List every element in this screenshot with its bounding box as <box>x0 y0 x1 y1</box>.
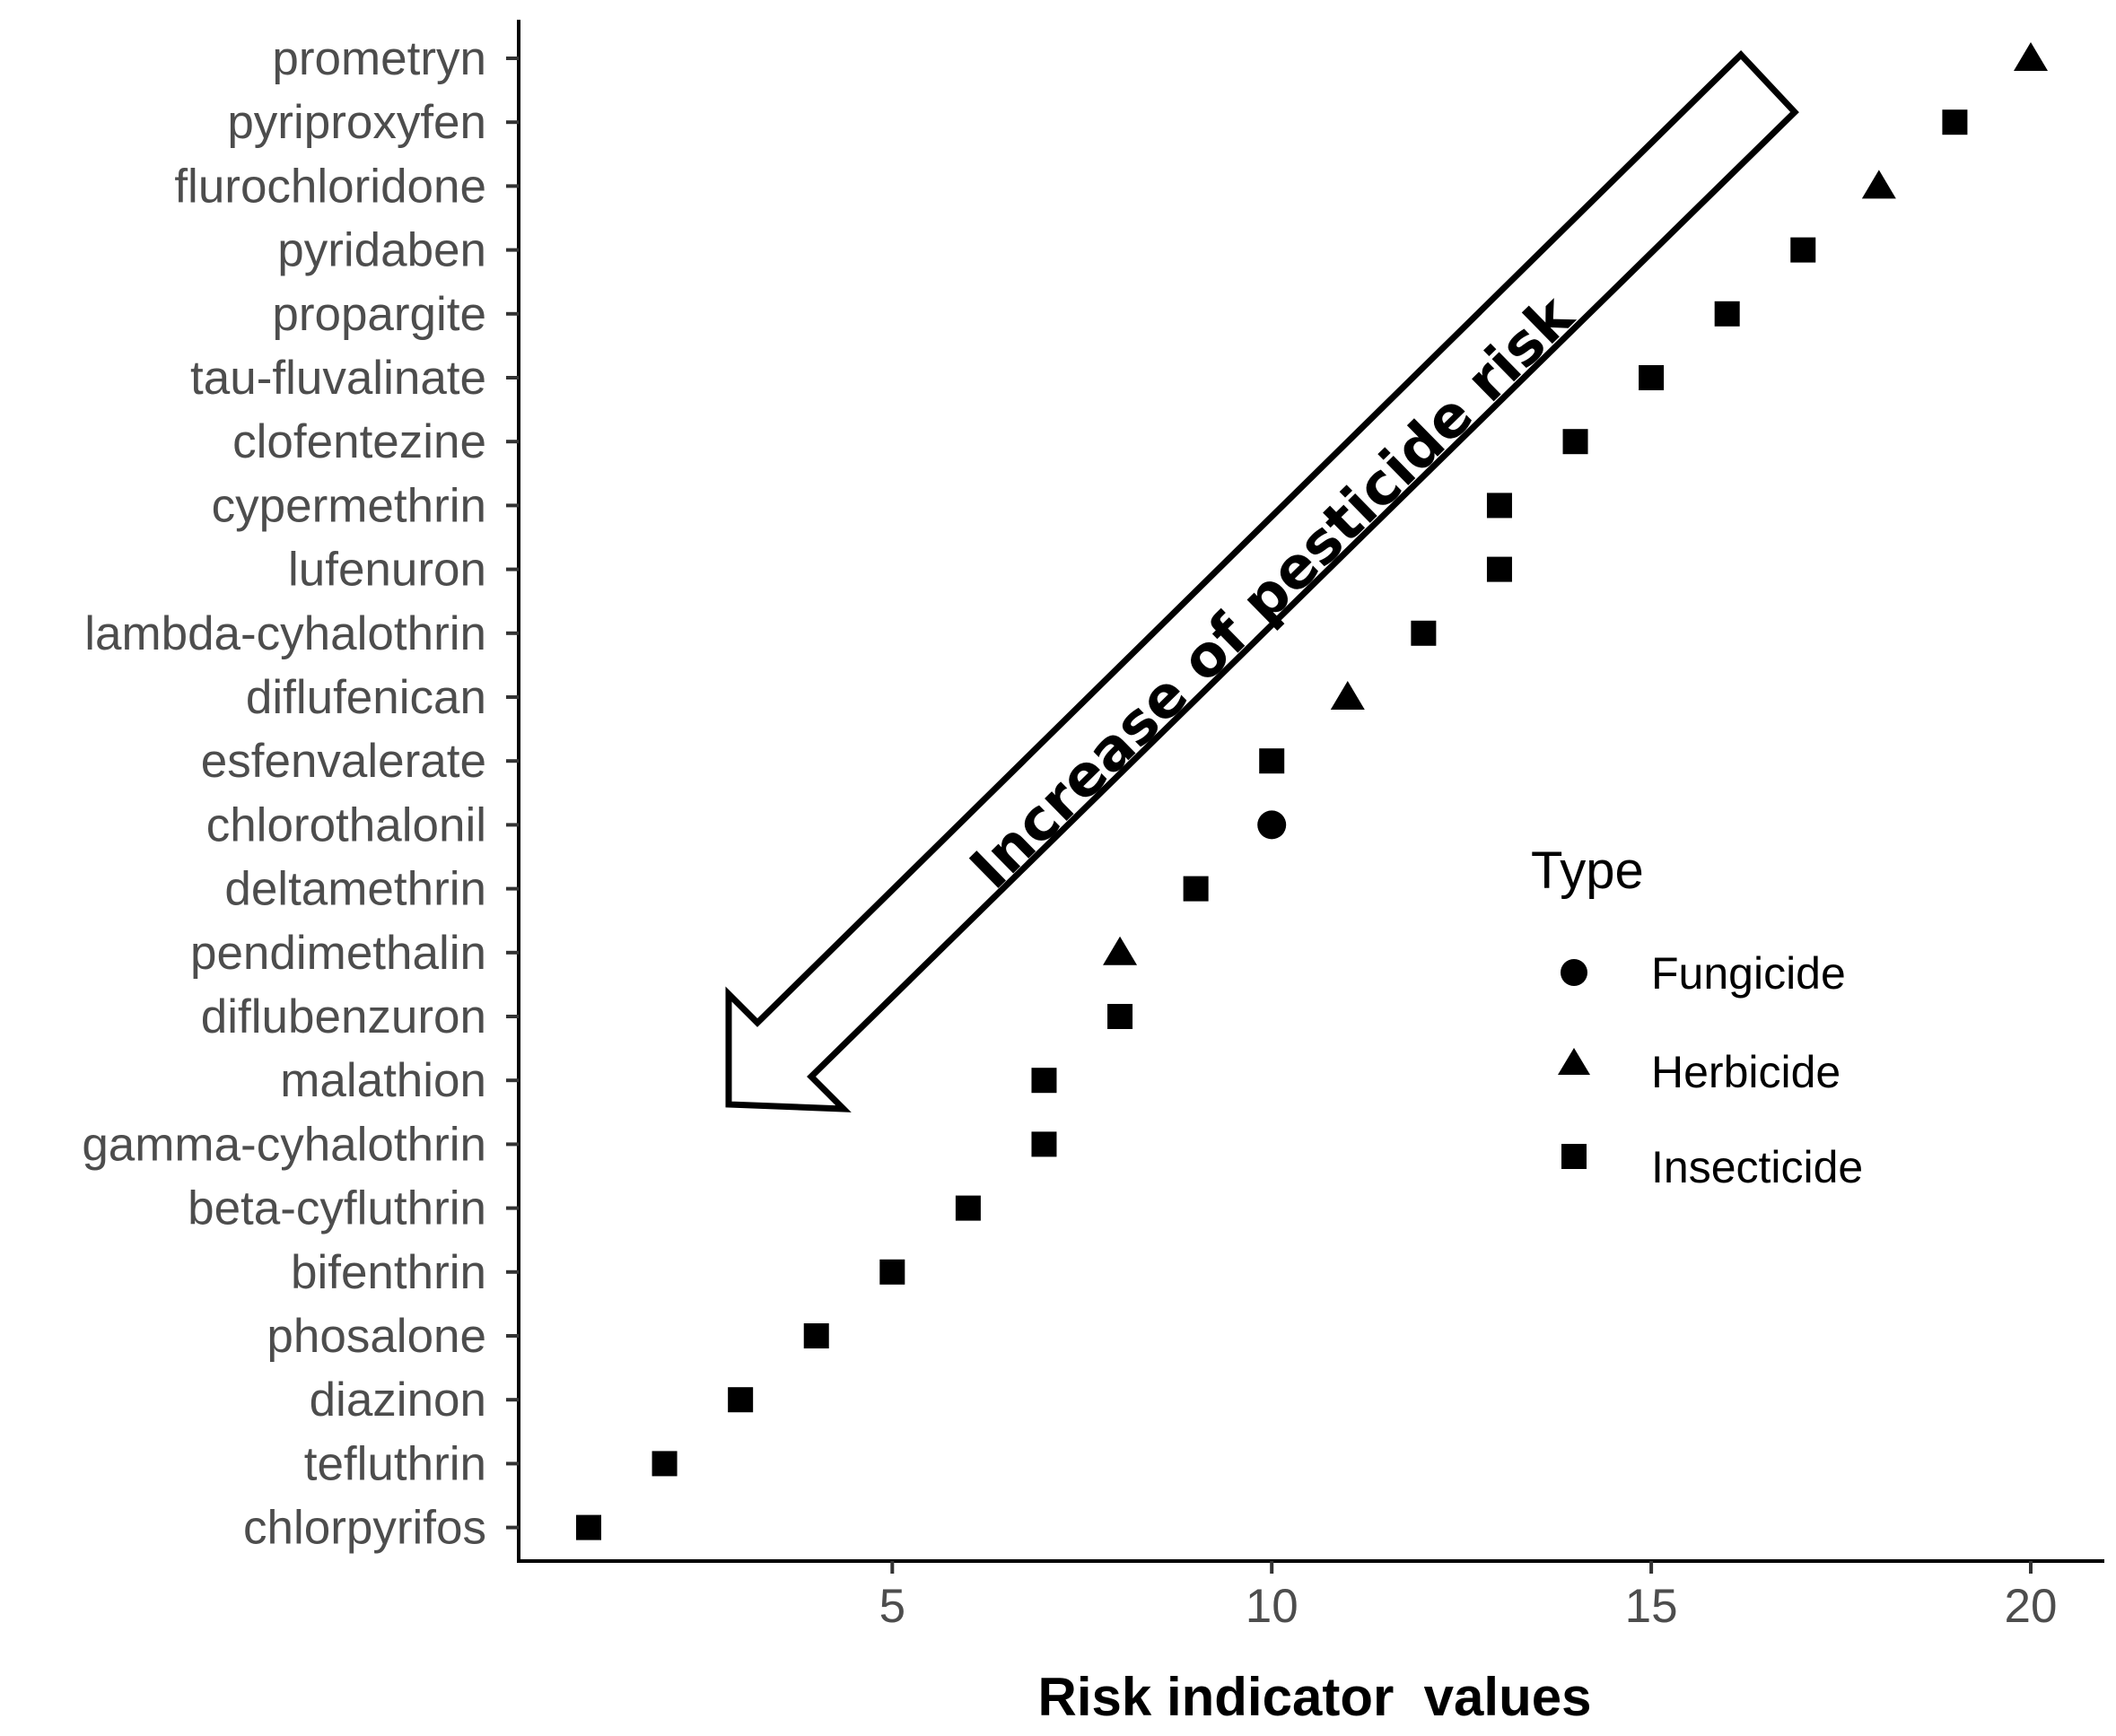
data-point-tefluthrin <box>651 1451 678 1477</box>
y-axis-labels: prometryn pyriproxyfen flurochloridone pyri… <box>82 32 519 1555</box>
y-tick-label: pyriproxyfen <box>227 96 486 149</box>
y-tick-label: chlorothalonil <box>206 798 486 851</box>
data-point-cypermethrin <box>1486 493 1512 519</box>
data-point-chlorothalonil <box>1257 810 1287 840</box>
y-tick-label: lufenuron <box>288 544 486 597</box>
x-tick-label: 15 <box>1625 1580 1678 1633</box>
data-point-pyriproxyfen <box>1942 109 1968 135</box>
x-tick-label: 20 <box>2005 1580 2058 1633</box>
legend: Type Fungicide Herbicide Insecticide <box>1531 842 1863 1192</box>
y-tick-label: lambda-cyhalothrin <box>84 607 486 660</box>
y-tick-label: diflufenican <box>246 671 486 724</box>
axes <box>517 20 2104 1563</box>
legend-herbicide-label: Herbicide <box>1651 1047 1841 1097</box>
x-axis-title: Risk indicator values <box>1038 1667 1592 1727</box>
data-point-diflubenzuron <box>1107 1004 1133 1029</box>
y-tick-label: cypermethrin <box>212 479 486 532</box>
y-tick-label: deltamethrin <box>224 863 486 916</box>
y-tick-label: pendimethalin <box>190 927 486 980</box>
risk-arrow-shape <box>725 49 1799 1112</box>
legend-insecticide-label: Insecticide <box>1651 1142 1863 1192</box>
data-point-bifenthrin <box>879 1259 905 1285</box>
x-tick-label: 5 <box>879 1580 905 1633</box>
legend-herbicide-triangle-icon <box>1558 1048 1590 1075</box>
data-point-gamma-cyhalothrin <box>1031 1131 1057 1157</box>
y-tick-label: flurochloridone <box>174 160 486 213</box>
y-tick-label: clofentezine <box>232 415 486 468</box>
y-tick-label: diazinon <box>310 1374 486 1426</box>
x-axis-ticks: 5 10 15 20 <box>879 1561 2058 1633</box>
y-tick-label: tau-fluvalinate <box>190 352 486 405</box>
data-point-diflufenican <box>1330 681 1365 710</box>
data-point-clofentezine <box>1562 429 1588 455</box>
y-tick-label: pyridaben <box>277 224 486 277</box>
data-points <box>576 42 2048 1540</box>
y-tick-label: gamma-cyhalothrin <box>82 1118 486 1171</box>
data-point-propargite <box>1714 301 1740 327</box>
data-point-flurochloridone <box>1861 170 1896 199</box>
y-tick-label: esfenvalerate <box>201 735 486 788</box>
legend-fungicide-circle-icon <box>1561 959 1587 986</box>
data-point-chlorpyrifos <box>576 1514 601 1540</box>
y-tick-label: chlorpyrifos <box>243 1502 486 1555</box>
legend-insecticide-square-icon <box>1561 1144 1587 1169</box>
legend-title: Type <box>1531 842 1644 900</box>
y-tick-label: tefluthrin <box>304 1437 486 1490</box>
data-point-tau-fluvalinate <box>1639 365 1665 390</box>
y-tick-label: malathion <box>280 1054 486 1107</box>
data-point-prometryn <box>2014 42 2048 71</box>
data-point-pyridaben <box>1790 237 1816 263</box>
data-point-phosalone <box>803 1323 829 1348</box>
data-point-deltamethrin <box>1183 876 1209 902</box>
legend-fungicide-label: Fungicide <box>1651 948 1846 999</box>
data-point-beta-cyfluthrin <box>955 1195 981 1221</box>
y-tick-label: beta-cyfluthrin <box>188 1182 486 1235</box>
y-tick-label: propargite <box>272 288 486 341</box>
data-point-pendimethalin <box>1103 936 1138 965</box>
y-tick-label: prometryn <box>272 32 486 85</box>
data-point-diazinon <box>728 1387 754 1413</box>
data-point-malathion <box>1031 1068 1057 1094</box>
y-tick-label: phosalone <box>267 1310 486 1363</box>
x-tick-label: 10 <box>1246 1580 1298 1633</box>
y-tick-label: bifenthrin <box>291 1246 486 1299</box>
data-point-esfenvalerate <box>1259 748 1285 774</box>
data-point-lambda-cyhalothrin <box>1411 620 1437 646</box>
data-point-lufenuron <box>1486 556 1512 582</box>
y-tick-label: diflubenzuron <box>201 990 486 1043</box>
